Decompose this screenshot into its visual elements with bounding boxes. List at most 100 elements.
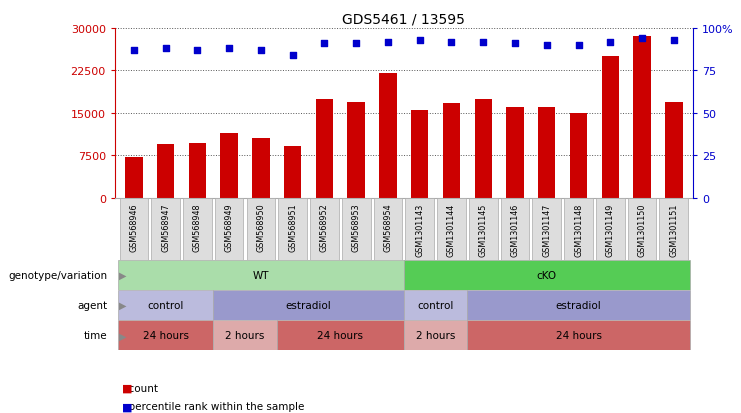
Point <box>191 47 203 54</box>
Bar <box>316 100 333 198</box>
Bar <box>538 108 556 198</box>
Text: 24 hours: 24 hours <box>317 330 363 341</box>
FancyBboxPatch shape <box>628 198 657 260</box>
Text: GSM1301146: GSM1301146 <box>511 203 519 256</box>
Bar <box>189 143 206 198</box>
FancyBboxPatch shape <box>151 198 180 260</box>
Bar <box>252 139 270 198</box>
Point <box>128 47 140 54</box>
FancyBboxPatch shape <box>342 198 370 260</box>
Text: cKO: cKO <box>536 270 556 280</box>
Bar <box>602 57 619 198</box>
Point <box>445 39 457 46</box>
Point <box>509 41 521 47</box>
Text: percentile rank within the sample: percentile rank within the sample <box>122 401 305 411</box>
Text: GSM1301149: GSM1301149 <box>605 203 615 256</box>
Point <box>413 38 425 44</box>
Text: GSM1301147: GSM1301147 <box>542 203 551 256</box>
Text: GSM568948: GSM568948 <box>193 203 202 252</box>
FancyBboxPatch shape <box>213 320 277 351</box>
FancyBboxPatch shape <box>404 320 468 351</box>
Point <box>573 43 585 49</box>
Bar <box>442 103 460 198</box>
Text: GSM1301150: GSM1301150 <box>637 203 647 256</box>
Bar <box>474 100 492 198</box>
Text: GSM568953: GSM568953 <box>352 203 361 252</box>
Text: ▶: ▶ <box>119 270 126 280</box>
Point <box>319 41 330 47</box>
Text: 2 hours: 2 hours <box>416 330 455 341</box>
FancyBboxPatch shape <box>118 290 213 320</box>
FancyBboxPatch shape <box>533 198 561 260</box>
Point <box>223 46 235 52</box>
Text: GSM568954: GSM568954 <box>383 203 393 252</box>
FancyBboxPatch shape <box>118 320 213 351</box>
FancyBboxPatch shape <box>501 198 529 260</box>
Text: GSM1301151: GSM1301151 <box>669 203 678 256</box>
Text: 24 hours: 24 hours <box>143 330 189 341</box>
Point <box>636 36 648 43</box>
Text: genotype/variation: genotype/variation <box>8 270 107 280</box>
FancyBboxPatch shape <box>277 320 404 351</box>
Bar <box>221 133 238 198</box>
FancyBboxPatch shape <box>437 198 466 260</box>
Bar <box>348 102 365 198</box>
Bar <box>506 108 524 198</box>
Text: WT: WT <box>253 270 269 280</box>
Text: 24 hours: 24 hours <box>556 330 602 341</box>
Text: control: control <box>417 300 453 311</box>
Text: 2 hours: 2 hours <box>225 330 265 341</box>
Bar <box>125 158 142 198</box>
FancyBboxPatch shape <box>183 198 212 260</box>
FancyBboxPatch shape <box>247 198 275 260</box>
Bar <box>665 102 682 198</box>
Text: GSM568951: GSM568951 <box>288 203 297 252</box>
Point <box>350 41 362 47</box>
FancyBboxPatch shape <box>468 290 690 320</box>
Point <box>382 39 394 46</box>
Text: GSM568952: GSM568952 <box>320 203 329 252</box>
FancyBboxPatch shape <box>373 198 402 260</box>
Bar <box>379 74 396 198</box>
Point <box>541 43 553 49</box>
Text: time: time <box>84 330 107 341</box>
Bar <box>284 146 302 198</box>
FancyBboxPatch shape <box>118 260 404 290</box>
FancyBboxPatch shape <box>310 198 339 260</box>
Text: control: control <box>147 300 184 311</box>
Point <box>255 47 267 54</box>
FancyBboxPatch shape <box>564 198 593 260</box>
FancyBboxPatch shape <box>213 290 404 320</box>
Bar <box>157 145 174 198</box>
Text: GSM1301143: GSM1301143 <box>415 203 425 256</box>
Text: ▶: ▶ <box>119 300 126 311</box>
FancyBboxPatch shape <box>405 198 434 260</box>
FancyBboxPatch shape <box>404 260 690 290</box>
FancyBboxPatch shape <box>119 198 148 260</box>
Text: estradiol: estradiol <box>556 300 602 311</box>
Text: GSM568949: GSM568949 <box>225 203 233 252</box>
Point <box>287 53 299 59</box>
FancyBboxPatch shape <box>659 198 688 260</box>
Text: GSM568947: GSM568947 <box>161 203 170 252</box>
Text: GSM568946: GSM568946 <box>130 203 139 252</box>
Text: ▶: ▶ <box>119 330 126 341</box>
Text: GSM1301144: GSM1301144 <box>447 203 456 256</box>
Point <box>605 39 617 46</box>
Text: GSM1301145: GSM1301145 <box>479 203 488 256</box>
FancyBboxPatch shape <box>215 198 244 260</box>
Text: agent: agent <box>77 300 107 311</box>
Point <box>668 38 679 44</box>
FancyBboxPatch shape <box>468 320 690 351</box>
Point <box>477 39 489 46</box>
Point <box>160 46 172 52</box>
Text: ■: ■ <box>122 383 133 393</box>
Text: GSM1301148: GSM1301148 <box>574 203 583 256</box>
Text: ■: ■ <box>122 401 133 411</box>
Title: GDS5461 / 13595: GDS5461 / 13595 <box>342 12 465 26</box>
Text: estradiol: estradiol <box>286 300 331 311</box>
Text: count: count <box>122 383 159 393</box>
FancyBboxPatch shape <box>469 198 497 260</box>
FancyBboxPatch shape <box>404 290 468 320</box>
FancyBboxPatch shape <box>279 198 307 260</box>
